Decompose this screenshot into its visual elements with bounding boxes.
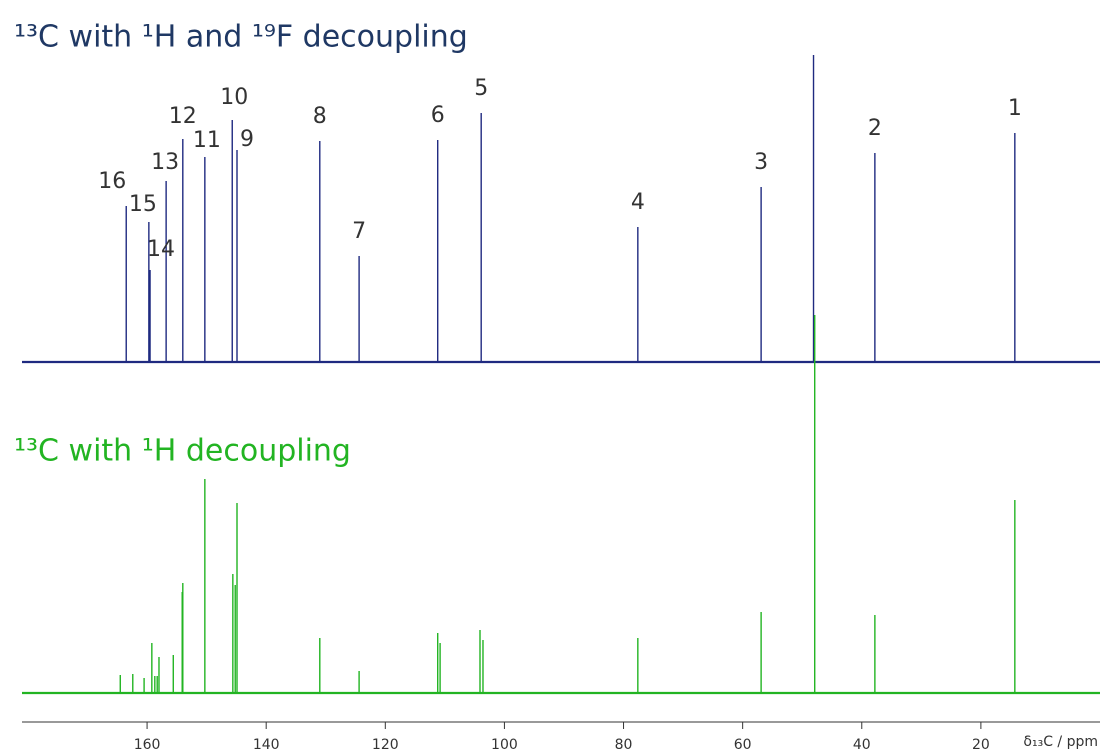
- peak-label: 5: [474, 76, 488, 101]
- spectrum: [125, 55, 1016, 362]
- x-tick-label: 60: [734, 737, 752, 753]
- peak-label: 12: [169, 104, 197, 129]
- peak-label: 8: [313, 104, 327, 129]
- peak-label: 1: [1008, 96, 1022, 121]
- spectrum: [119, 315, 1016, 693]
- x-axis-label: δ₁₃C / ppm: [1023, 734, 1098, 750]
- x-tick-label: 160: [134, 737, 161, 753]
- x-tick-label: 120: [372, 737, 399, 753]
- spectrum-title: ¹³C with ¹H and ¹⁹F decoupling: [14, 20, 468, 55]
- x-tick-label: 100: [491, 737, 518, 753]
- peak-label: 10: [220, 85, 248, 110]
- peak-label: 13: [151, 150, 179, 175]
- peak-label: 6: [431, 103, 445, 128]
- x-tick-label: 80: [615, 737, 633, 753]
- x-tick-label: 40: [853, 737, 871, 753]
- x-tick-label: 140: [253, 737, 280, 753]
- peak-label: 11: [193, 128, 221, 153]
- peak-label: 7: [352, 219, 366, 244]
- x-tick-label: 20: [972, 737, 990, 753]
- peak-label: 3: [754, 150, 768, 175]
- peak-label: 4: [631, 190, 645, 215]
- peak-label: 15: [129, 192, 157, 217]
- spectrum-title: ¹³C with ¹H decoupling: [14, 434, 351, 469]
- peak-label: 16: [98, 169, 126, 194]
- peak-label: 14: [147, 237, 175, 262]
- peak-label: 9: [240, 127, 254, 152]
- peak-label: 2: [868, 116, 882, 141]
